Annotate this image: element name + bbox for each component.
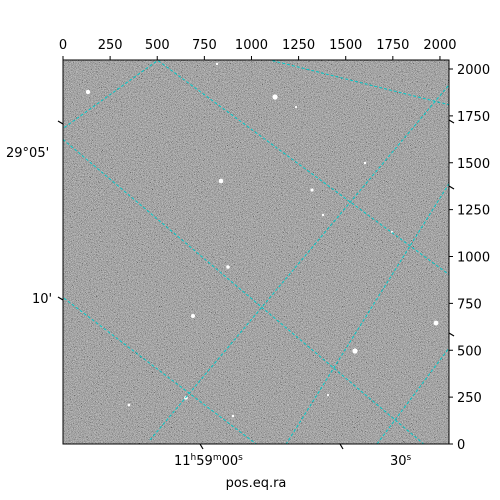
- pixel-y-axis: 0 250 500 750 1000 1250 1500 1750 2000: [449, 63, 490, 453]
- star: [363, 161, 367, 165]
- x-tick-label: 1750: [376, 38, 409, 53]
- star: [352, 348, 358, 354]
- wcs-tick-mark: [448, 332, 455, 337]
- dec-tick-label-2: 10': [32, 292, 52, 307]
- ra-tick-label-1: 11h59m00s: [174, 453, 243, 469]
- x-tick-label: 500: [145, 38, 170, 53]
- star: [231, 414, 235, 418]
- grid-line: [285, 182, 449, 444]
- star: [127, 403, 131, 407]
- wcs-tick-mark: [339, 443, 344, 450]
- star: [326, 393, 330, 397]
- star: [215, 62, 219, 66]
- ra-tick-label-2: 30s: [390, 453, 412, 469]
- star: [321, 213, 325, 217]
- wcs-ticks: [57, 119, 455, 450]
- wcs-tick-mark: [199, 443, 204, 450]
- star: [85, 89, 91, 95]
- x-tick-label: 2000: [423, 38, 456, 53]
- x-axis-label: pos.eq.ra: [226, 476, 287, 491]
- coordinate-grid: [63, 60, 449, 444]
- star: [218, 178, 224, 184]
- y-tick-label: 1750: [457, 110, 490, 125]
- x-tick-label: 1000: [235, 38, 268, 53]
- x-tick-label: 1250: [282, 38, 315, 53]
- y-tick-label: 1000: [457, 251, 490, 266]
- wcs-tick-mark: [448, 185, 455, 190]
- y-tick-label: 750: [457, 297, 482, 312]
- x-tick-label: 750: [192, 38, 217, 53]
- star: [310, 188, 314, 192]
- grid-line: [156, 60, 449, 276]
- pixel-x-axis: 0 250 500 750 1000 1250 1500 1750 2000: [59, 38, 457, 60]
- y-tick-label: 1500: [457, 157, 490, 172]
- grid-line: [376, 347, 449, 444]
- star: [226, 265, 230, 269]
- dec-tick-label-1: 29°05': [6, 146, 49, 161]
- y-tick-label: 2000: [457, 63, 490, 78]
- star: [433, 320, 439, 326]
- grid-line: [63, 138, 425, 444]
- y-tick-label: 500: [457, 344, 482, 359]
- star-field: [85, 62, 439, 418]
- plot-frame: [62, 59, 450, 445]
- y-tick-label: 250: [457, 391, 482, 406]
- y-tick-label: 0: [457, 438, 465, 453]
- y-tick-label: 1250: [457, 204, 490, 219]
- x-tick-label: 1500: [329, 38, 362, 53]
- wcs-tick-mark: [448, 119, 455, 124]
- star: [191, 314, 195, 318]
- star: [272, 94, 278, 100]
- grid-line: [267, 60, 449, 106]
- grid-line: [63, 60, 160, 130]
- wcs-tick-mark: [57, 296, 64, 301]
- wcs-tick-mark: [57, 120, 64, 125]
- grid-line: [63, 296, 258, 444]
- x-tick-label: 0: [59, 38, 67, 53]
- grid-line: [149, 84, 449, 441]
- star: [294, 105, 298, 109]
- sky-image: [63, 60, 449, 444]
- x-tick-label: 250: [98, 38, 123, 53]
